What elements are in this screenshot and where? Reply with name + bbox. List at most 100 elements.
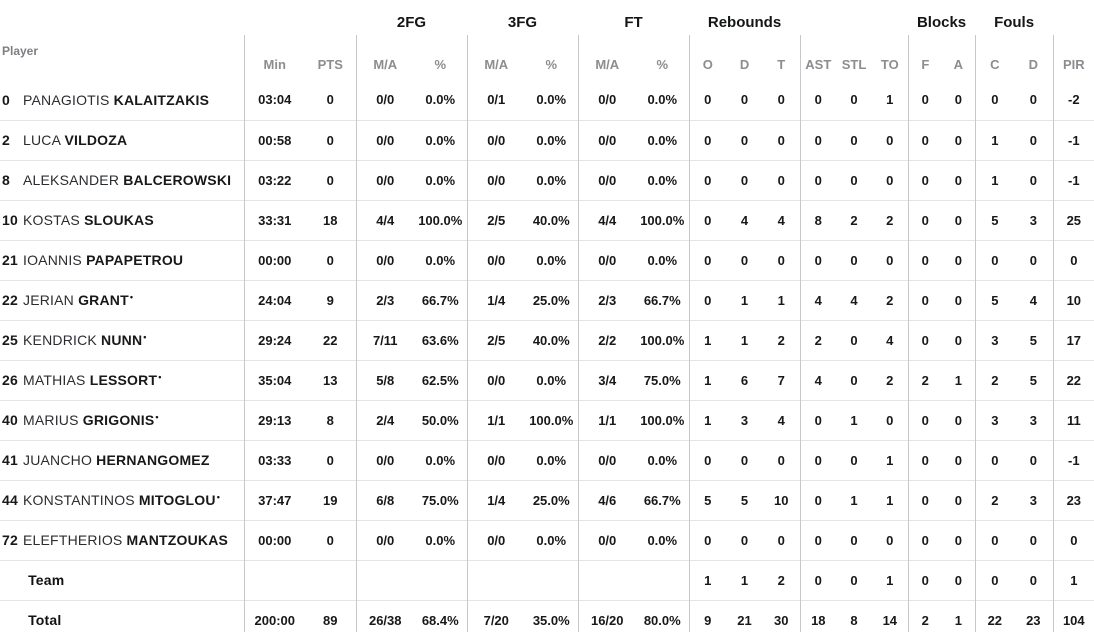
player-first-name: MATHIAS — [23, 372, 86, 388]
player-cell[interactable]: 40 MARIUS GRIGONIS• — [0, 399, 244, 440]
ft-made-attempted-cell: 3/4 — [577, 359, 636, 400]
total-rebounds-cell: 0 — [763, 119, 801, 160]
player-cell[interactable]: 8 ALEKSANDER BALCEROWSKI — [0, 159, 244, 200]
turnovers-cell: 0 — [872, 519, 909, 560]
col-header-ft-pct: % — [656, 57, 669, 72]
player-number: 41 — [2, 452, 18, 468]
total-rebounds-cell: 30 — [763, 599, 801, 632]
blocks-for-cell: 0 — [907, 479, 943, 520]
pir-cell: 11 — [1052, 399, 1094, 440]
min-cell: 33:31 — [243, 199, 305, 240]
assists-cell: 0 — [799, 439, 837, 480]
ft-made-attempted-cell: 0/0 — [577, 239, 636, 280]
3fg-made-attempted-cell: 0/0 — [466, 439, 525, 480]
player-first-name: ELEFTHERIOS — [23, 532, 123, 548]
pts-cell: 0 — [305, 519, 356, 560]
defensive-rebounds-cell: 1 — [726, 279, 764, 320]
fouls-committed-cell: 0 — [974, 559, 1015, 600]
2fg-percent-cell: 66.7% — [414, 279, 467, 320]
player-cell[interactable]: 0 PANAGIOTIS KALAITZAKIS — [0, 80, 244, 120]
total-rebounds-cell: 1 — [763, 279, 801, 320]
group-header-blocks: Blocks — [916, 14, 967, 31]
fouls-committed-cell: 0 — [974, 239, 1015, 280]
col-header-ast: AST — [799, 35, 837, 80]
player-row: 26 MATHIAS LESSORT• 35:04 13 5/8 62.5% 0/… — [0, 359, 1094, 400]
player-cell[interactable]: 10 KOSTAS SLOUKAS — [0, 199, 244, 240]
steals-cell: 2 — [836, 199, 873, 240]
3fg-percent-cell: 0.0% — [525, 359, 578, 400]
pir-cell: 22 — [1052, 359, 1094, 400]
col-header-reb-t: T — [777, 57, 786, 72]
player-first-name: KONSTANTINOS — [23, 492, 135, 508]
turnovers-cell: 0 — [872, 399, 909, 440]
player-cell[interactable]: 41 JUANCHO HERNANGOMEZ — [0, 439, 244, 480]
player-last-name: KALAITZAKIS — [113, 91, 210, 108]
assists-cell: 4 — [799, 359, 837, 400]
player-cell[interactable]: 72 ELEFTHERIOS MANTZOUKAS — [0, 519, 244, 560]
fouls-drawn-cell: 0 — [1014, 239, 1054, 280]
assists-cell: 0 — [799, 559, 837, 600]
ft-percent-cell: 0.0% — [647, 92, 678, 108]
player-cell[interactable]: 25 KENDRICK NUNN• — [0, 319, 244, 360]
steals-cell: 1 — [836, 479, 873, 520]
ft-percent-cell: 100.0% — [636, 319, 690, 360]
defensive-rebounds-cell: 4 — [726, 199, 764, 240]
assists-cell: 2 — [799, 319, 837, 360]
total-rebounds-cell: 4 — [763, 199, 801, 240]
ft-made-attempted-cell — [577, 559, 636, 600]
2fg-made-attempted-cell: 0/0 — [355, 159, 414, 200]
3fg-made-attempted-cell: 1/1 — [466, 399, 525, 440]
col-header-3fg-pct: % — [545, 57, 558, 72]
assists-cell: 4 — [799, 279, 837, 320]
assists-cell: 18 — [799, 599, 837, 632]
player-cell[interactable]: 21 IOANNIS PAPAPETROU — [0, 239, 244, 280]
2fg-percent-cell: 100.0% — [414, 199, 467, 240]
player-number: 44 — [2, 492, 18, 508]
group-header-2fg: 2FG — [396, 14, 427, 31]
min-cell: 00:00 — [243, 519, 305, 560]
3fg-made-attempted-cell: 7/20 — [466, 599, 525, 632]
player-last-name: BALCEROWSKI — [123, 172, 232, 188]
total-rebounds-cell: 2 — [763, 559, 801, 600]
player-last-name: GRANT — [78, 292, 129, 308]
ft-percent-cell: 80.0% — [636, 599, 690, 632]
2fg-percent-cell: 0.0% — [414, 159, 467, 200]
player-cell[interactable]: 26 MATHIAS LESSORT• — [0, 359, 244, 400]
3fg-percent-cell: 40.0% — [525, 319, 578, 360]
player-row: 40 MARIUS GRIGONIS• 29:13 8 2/4 50.0% 1/1… — [0, 399, 1094, 440]
fouls-committed-cell: 0 — [974, 519, 1015, 560]
player-first-name: IOANNIS — [23, 252, 82, 268]
fouls-drawn-cell: 3 — [1014, 199, 1054, 240]
steals-cell: 0 — [836, 519, 873, 560]
player-first-name: MARIUS — [23, 412, 79, 428]
pir-cell: -1 — [1052, 439, 1094, 480]
player-number: 21 — [2, 252, 18, 268]
2fg-made-attempted-cell: 0/0 — [355, 519, 414, 560]
player-last-name: HERNANGOMEZ — [96, 452, 210, 468]
ft-made-attempted-cell: 0/0 — [577, 519, 636, 560]
total-rebounds-cell: 0 — [763, 439, 801, 480]
steals-cell: 0 — [836, 159, 873, 200]
turnovers-cell: 1 — [872, 559, 909, 600]
fouls-drawn-cell: 0 — [1029, 92, 1037, 108]
player-cell[interactable]: 22 JERIAN GRANT• — [0, 279, 244, 320]
min-cell: 29:24 — [243, 319, 305, 360]
group-spacer — [0, 0, 244, 35]
total-rebounds-cell: 4 — [763, 399, 801, 440]
player-first-name: JUANCHO — [23, 452, 93, 468]
steals-cell: 0 — [836, 359, 873, 400]
offensive-rebounds-cell: 1 — [688, 319, 727, 360]
fouls-drawn-cell: 5 — [1014, 359, 1054, 400]
turnovers-cell: 2 — [872, 359, 909, 400]
player-cell[interactable]: 2 LUCA VILDOZA — [0, 119, 244, 160]
min-cell: 03:22 — [243, 159, 305, 200]
2fg-made-attempted-cell: 0/0 — [355, 119, 414, 160]
pir-cell: 25 — [1052, 199, 1094, 240]
player-cell[interactable]: 44 KONSTANTINOS MITOGLOU• — [0, 479, 244, 520]
ft-percent-cell: 0.0% — [636, 239, 690, 280]
ft-percent-cell: 0.0% — [636, 439, 690, 480]
name-space — [23, 572, 27, 588]
pts-cell: 19 — [305, 479, 356, 520]
3fg-made-attempted-cell: 0/1 — [466, 80, 525, 120]
fouls-drawn-cell: 3 — [1014, 479, 1054, 520]
